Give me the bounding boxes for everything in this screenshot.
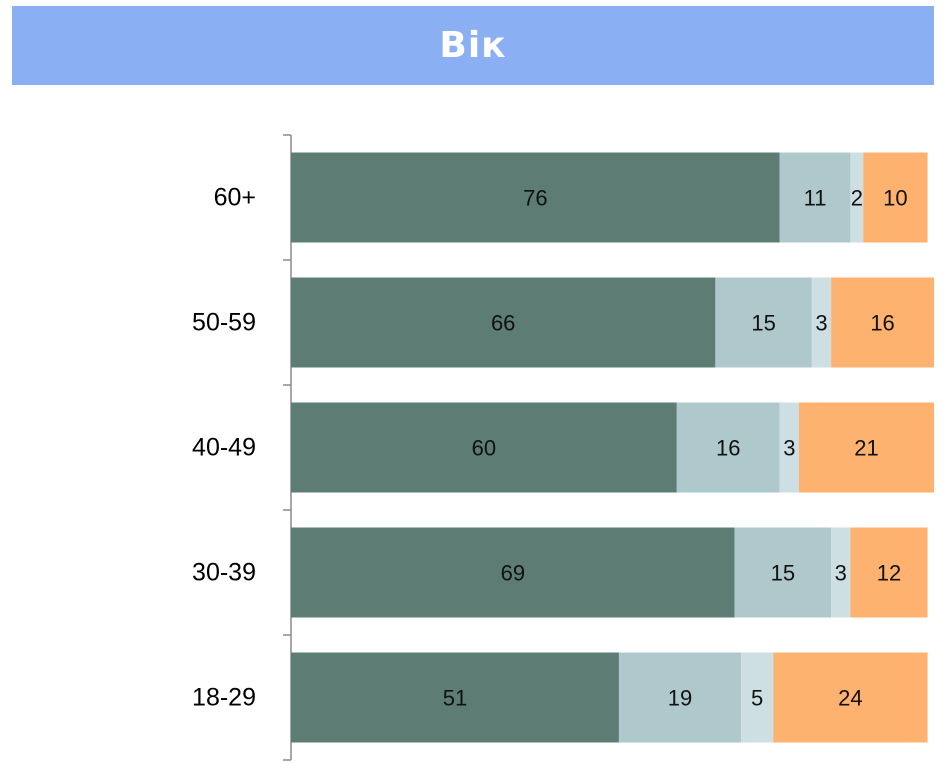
data-label: 3 xyxy=(783,435,795,460)
bar-segment xyxy=(715,277,812,368)
data-label: 66 xyxy=(491,310,515,335)
data-label: 11 xyxy=(804,185,827,210)
category-label: 40-49 xyxy=(192,433,256,461)
bar-segment xyxy=(291,402,677,493)
bar-segment xyxy=(676,402,780,493)
bar-segment xyxy=(291,277,716,368)
data-label: 2 xyxy=(851,185,863,210)
bar-segment xyxy=(734,527,832,618)
data-label: 10 xyxy=(883,185,907,210)
data-label: 16 xyxy=(716,435,740,460)
bar-segment xyxy=(291,527,735,618)
bar-segment xyxy=(811,277,832,368)
bar-segment xyxy=(291,652,619,743)
category-label: 50-59 xyxy=(192,308,256,336)
category-label: 30-39 xyxy=(192,558,256,586)
category-axis xyxy=(283,134,292,761)
bar-segment xyxy=(741,652,774,743)
data-label: 24 xyxy=(838,685,862,710)
data-label: 76 xyxy=(523,185,547,210)
data-label: 3 xyxy=(835,560,847,585)
data-label: 60 xyxy=(472,435,496,460)
category-label: 60+ xyxy=(214,183,256,211)
bar-segment xyxy=(850,527,928,618)
data-label: 12 xyxy=(877,560,901,585)
bar-segment xyxy=(779,152,851,243)
bar-segment xyxy=(863,152,928,243)
data-label: 15 xyxy=(771,560,795,585)
data-label: 51 xyxy=(443,685,467,710)
bar-segment xyxy=(831,527,851,618)
data-label: 16 xyxy=(870,310,894,335)
bar-segment xyxy=(291,152,780,243)
chart-title: Вік xyxy=(439,25,507,66)
data-labels: 76 11 2 10 66 15 3 16 60 16 3 21 69 15 3 12 51 19 5 24 xyxy=(443,185,908,710)
bar-segment xyxy=(850,152,864,243)
data-label: 15 xyxy=(751,310,775,335)
bar-segment xyxy=(798,402,934,493)
bars xyxy=(291,152,934,743)
title-bar: Вік xyxy=(12,6,934,85)
data-label: 19 xyxy=(668,685,692,710)
data-label: 5 xyxy=(751,685,763,710)
category-label: 18-29 xyxy=(192,683,256,711)
bar-segment xyxy=(773,652,928,743)
data-label: 21 xyxy=(854,435,878,460)
bar-segment xyxy=(779,402,799,493)
data-label: 69 xyxy=(501,560,525,585)
data-label: 3 xyxy=(815,310,827,335)
bar-segment xyxy=(831,277,934,368)
category-labels: 60+ 50-59 40-49 30-39 18-29 xyxy=(192,183,256,711)
bar-segment xyxy=(618,652,742,743)
